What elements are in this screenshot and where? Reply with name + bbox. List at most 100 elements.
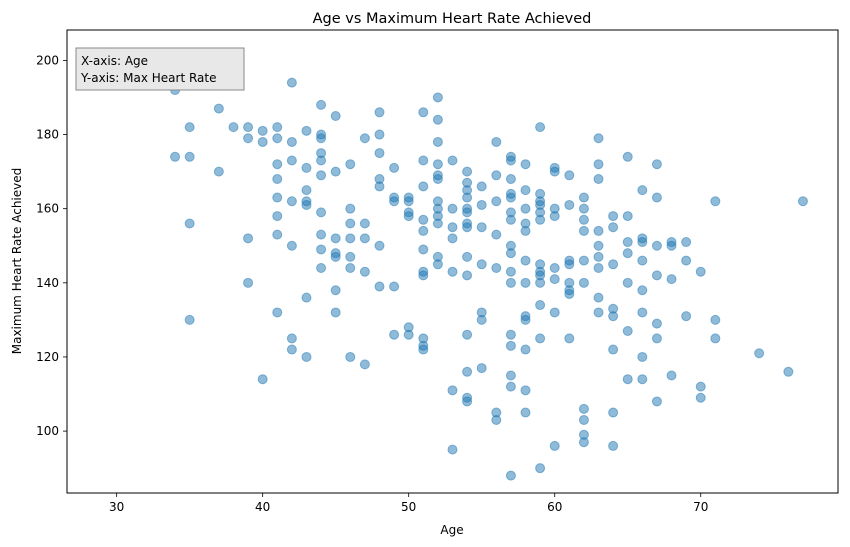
data-point (651, 270, 662, 281)
data-point (666, 370, 677, 381)
data-point (637, 307, 648, 318)
data-point (418, 181, 429, 192)
data-point (462, 166, 473, 177)
data-point (578, 414, 589, 425)
data-point (286, 77, 297, 88)
y-axis-label: Maximum Heart Rate Achieved (10, 168, 24, 355)
data-point (520, 277, 531, 288)
data-point (272, 159, 283, 170)
data-point (316, 244, 327, 255)
data-point (476, 181, 487, 192)
data-point (301, 162, 312, 173)
data-point (593, 251, 604, 262)
data-point (520, 407, 531, 418)
annotation-box: X-axis: Age Y-axis: Max Heart Rate (75, 47, 245, 91)
data-point (783, 366, 794, 377)
data-point (213, 103, 224, 114)
data-point (447, 385, 458, 396)
data-point (520, 385, 531, 396)
data-point (257, 374, 268, 385)
data-point (608, 440, 619, 451)
data-point (243, 122, 254, 133)
data-point (578, 214, 589, 225)
data-point (578, 437, 589, 448)
data-point (316, 207, 327, 218)
data-point (359, 266, 370, 277)
data-point (549, 440, 560, 451)
x-tick-label: 40 (255, 500, 270, 514)
data-point (286, 240, 297, 251)
data-point (564, 259, 575, 270)
data-point (447, 266, 458, 277)
data-point (710, 196, 721, 207)
data-point (243, 277, 254, 288)
data-point (710, 314, 721, 325)
data-point (476, 314, 487, 325)
data-point (257, 125, 268, 136)
data-point (535, 277, 546, 288)
data-point (564, 333, 575, 344)
data-point (286, 196, 297, 207)
data-point (345, 218, 356, 229)
data-point (462, 222, 473, 233)
data-point (462, 329, 473, 340)
data-point (578, 277, 589, 288)
data-point (432, 174, 443, 185)
data-point (651, 318, 662, 329)
data-point (345, 233, 356, 244)
y-tick-label: 100 (36, 424, 59, 438)
data-point (243, 133, 254, 144)
data-point (651, 333, 662, 344)
data-point (520, 185, 531, 196)
data-point (418, 155, 429, 166)
data-point (418, 214, 429, 225)
data-point (403, 329, 414, 340)
data-point (359, 133, 370, 144)
data-point (491, 136, 502, 147)
data-point (272, 229, 283, 240)
data-point (593, 262, 604, 273)
data-point (374, 240, 385, 251)
data-point (622, 151, 633, 162)
data-point (549, 211, 560, 222)
data-point (505, 370, 516, 381)
data-point (359, 218, 370, 229)
y-tick-label: 140 (36, 276, 59, 290)
data-point (462, 396, 473, 407)
data-point (681, 311, 692, 322)
data-point (491, 229, 502, 240)
data-point (389, 329, 400, 340)
data-point (418, 107, 429, 118)
data-point (286, 344, 297, 355)
data-point (476, 199, 487, 210)
data-point (432, 92, 443, 103)
data-point (345, 203, 356, 214)
data-point (272, 307, 283, 318)
data-point (462, 192, 473, 203)
data-point (681, 255, 692, 266)
data-point (345, 262, 356, 273)
data-point (330, 285, 341, 296)
data-point (491, 196, 502, 207)
data-point (476, 259, 487, 270)
data-point (374, 181, 385, 192)
data-point (418, 344, 429, 355)
data-point (593, 225, 604, 236)
data-point (301, 185, 312, 196)
data-point (637, 185, 648, 196)
data-point (301, 199, 312, 210)
data-point (593, 307, 604, 318)
data-point (316, 170, 327, 181)
data-point (520, 255, 531, 266)
plot-frame (66, 29, 839, 494)
data-point (637, 374, 648, 385)
x-tick-label: 60 (547, 500, 562, 514)
data-point (476, 222, 487, 233)
data-point (593, 159, 604, 170)
annotation-background (75, 47, 245, 91)
data-point (578, 403, 589, 414)
data-point (374, 107, 385, 118)
y-tick-label: 200 (36, 53, 59, 67)
data-point (535, 214, 546, 225)
data-point (754, 348, 765, 359)
